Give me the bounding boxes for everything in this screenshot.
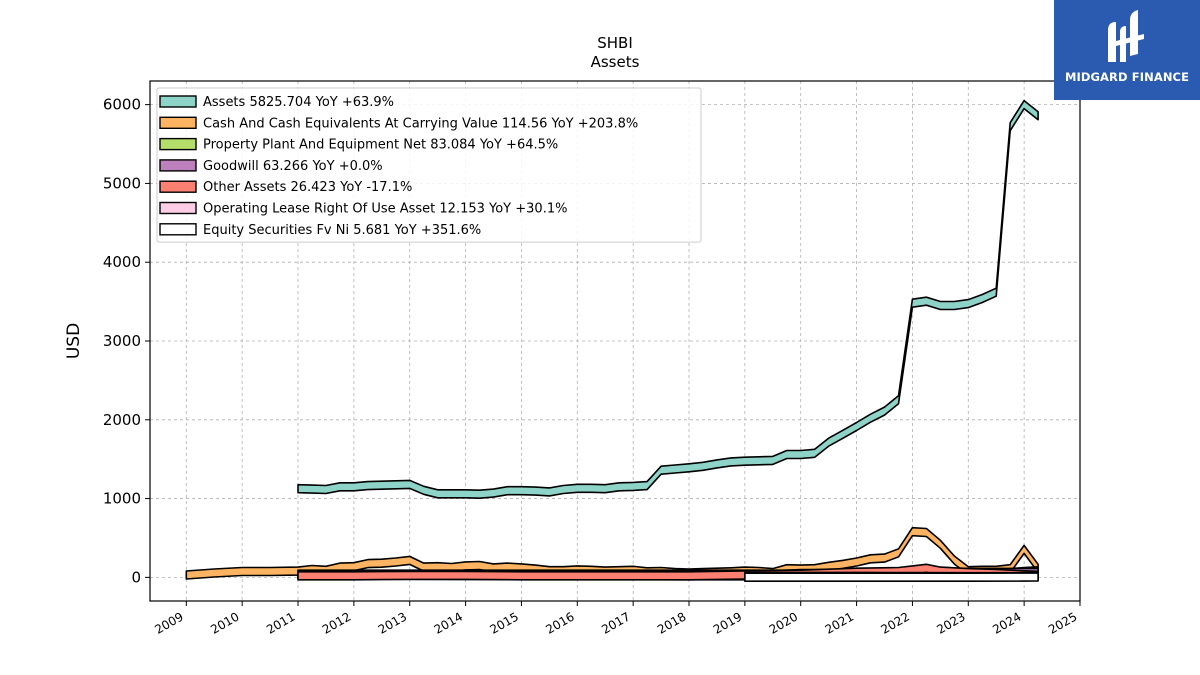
legend-swatch <box>159 180 197 193</box>
legend-swatch <box>159 201 197 215</box>
legend-label: Goodwill 63.266 YoY +0.0% <box>203 159 383 174</box>
logo-text: MIDGARD FINANCE <box>1064 70 1190 84</box>
legend-label: Other Assets 26.423 YoY -17.1% <box>203 180 412 195</box>
x-tick-label: 2024 <box>990 609 1023 636</box>
series-layer <box>185 99 1039 582</box>
legend-label: Assets 5825.704 YoY +63.9% <box>203 95 394 110</box>
y-tick-label: 5000 <box>103 174 141 192</box>
y-tick-label: 0 <box>131 568 141 586</box>
legend-label: Operating Lease Right Of Use Asset 12.15… <box>203 202 567 217</box>
x-tick-label: 2011 <box>264 609 297 636</box>
x-tick-label: 2016 <box>543 609 576 636</box>
legend-label: Equity Securities Fv Ni 5.681 YoY +351.6… <box>203 223 481 238</box>
legend-swatch <box>159 116 197 130</box>
legend-swatch <box>159 223 197 236</box>
x-tick-label: 2022 <box>878 609 911 636</box>
x-tick-label: 2025 <box>1046 609 1079 636</box>
x-tick-label: 2013 <box>376 609 409 636</box>
chart-subtitle: Assets <box>591 53 640 71</box>
brand-logo: MIDGARD FINANCE <box>1054 0 1200 100</box>
x-tick-label: 2023 <box>934 609 967 636</box>
x-tick-label: 2015 <box>487 609 520 636</box>
legend-swatch <box>159 95 197 108</box>
legend-box <box>156 87 702 243</box>
legend-swatch <box>159 159 197 172</box>
x-tick-label: 2020 <box>767 609 800 636</box>
x-tick-label: 2021 <box>823 609 856 636</box>
logo-mark-icon <box>1108 10 1144 62</box>
x-tick-label: 2009 <box>152 609 185 636</box>
legend: Assets 5825.704 YoY +63.9% Cash And Cash … <box>156 87 702 243</box>
y-tick-label: 3000 <box>103 332 141 350</box>
legend-label: Cash And Cash Equivalents At Carrying Va… <box>203 116 638 131</box>
chart-title: SHBI <box>597 34 633 52</box>
legend-label: Property Plant And Equipment Net 83.084 … <box>203 138 558 153</box>
series-line-7 <box>744 572 1039 582</box>
x-tick-label: 2019 <box>711 609 744 636</box>
y-tick-label: 2000 <box>103 411 141 429</box>
x-tick-label: 2014 <box>432 609 465 636</box>
x-tick-label: 2010 <box>208 609 241 636</box>
y-tick-label: 4000 <box>103 253 141 271</box>
x-tick-label: 2012 <box>320 609 353 636</box>
y-axis-label: USD <box>64 323 84 359</box>
y-tick-label: 6000 <box>103 96 141 114</box>
x-tick-label: 2017 <box>599 609 632 636</box>
series-line-1 <box>297 99 1039 499</box>
y-tick-label: 1000 <box>103 490 141 508</box>
x-tick-label: 2018 <box>655 609 688 636</box>
legend-swatch <box>159 137 197 151</box>
